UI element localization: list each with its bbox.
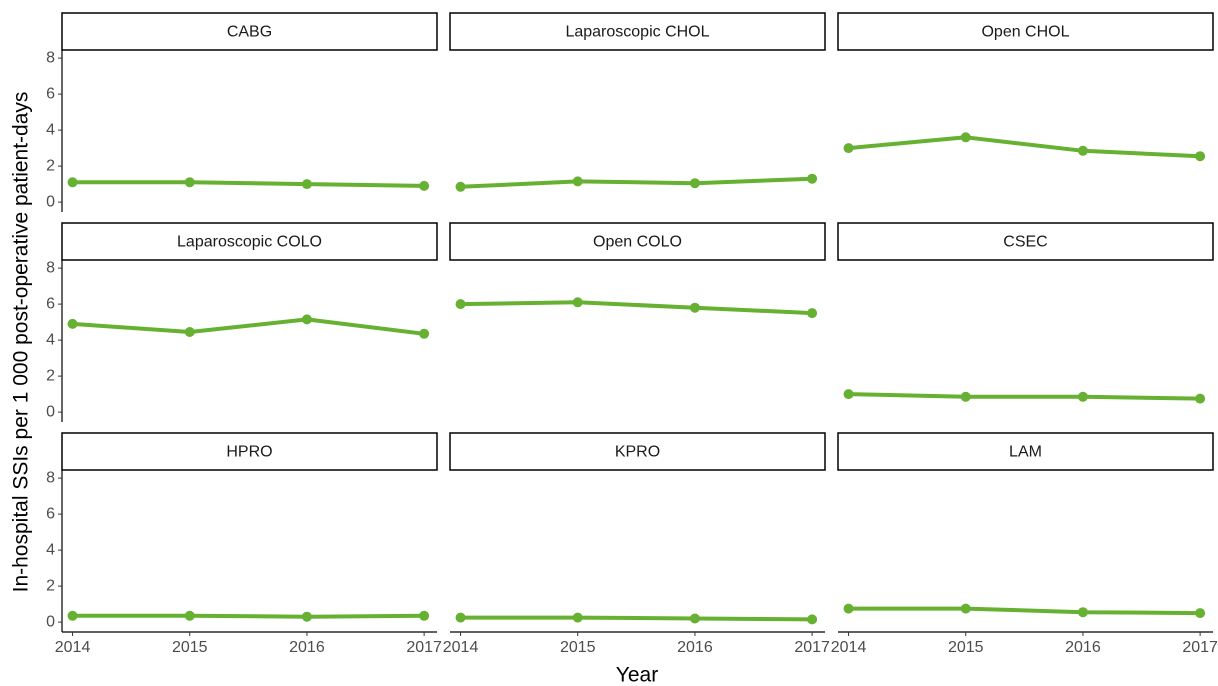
strip-label: CSEC <box>1003 234 1047 251</box>
y-tick-label: 0 <box>46 193 55 210</box>
data-point <box>572 176 583 187</box>
y-tick-label: 2 <box>46 367 55 384</box>
strip <box>449 12 826 51</box>
data-point <box>1077 607 1088 618</box>
y-tick-label: 2 <box>46 577 55 594</box>
strip-label: Open COLO <box>593 234 682 251</box>
series-line <box>460 615 813 622</box>
y-tick-label: 4 <box>46 541 55 558</box>
strip-label: HPRO <box>226 444 272 461</box>
strip <box>837 432 1214 471</box>
y-tick-label: 6 <box>46 295 55 312</box>
x-tick-label: 2017 <box>794 639 830 656</box>
series-line <box>72 180 425 188</box>
data-point <box>301 611 312 622</box>
data-point <box>807 614 818 625</box>
data-point <box>301 179 312 190</box>
data-point <box>67 610 78 621</box>
data-point <box>843 143 854 154</box>
x-tick-label: 2015 <box>948 639 984 656</box>
series-line <box>72 317 425 336</box>
x-tick-label: 2016 <box>1065 639 1101 656</box>
y-tick-label: 8 <box>46 49 55 66</box>
y-tick-label: 0 <box>46 613 55 630</box>
data-point <box>419 328 430 339</box>
data-point <box>67 177 78 188</box>
data-point <box>843 603 854 614</box>
x-tick-label: 2016 <box>677 639 713 656</box>
y-tick-label: 2 <box>46 157 55 174</box>
series-line <box>460 176 813 189</box>
series-line <box>848 606 1201 616</box>
y-tick-label: 6 <box>46 505 55 522</box>
strip-label: KPRO <box>615 444 660 461</box>
data-point <box>1195 151 1206 162</box>
data-point <box>572 297 583 308</box>
y-tick-label: 4 <box>46 121 55 138</box>
strip-label: LAM <box>1009 444 1042 461</box>
y-tick-label: 8 <box>46 469 55 486</box>
strip <box>837 222 1214 261</box>
strip <box>837 12 1214 51</box>
y-axis-label: In-hospital SSIs per 1 000 post-operativ… <box>10 92 33 593</box>
y-tick-label: 4 <box>46 331 55 348</box>
data-point <box>1077 145 1088 156</box>
data-point <box>572 612 583 623</box>
strip <box>449 222 826 261</box>
data-point <box>67 318 78 329</box>
data-point <box>689 178 700 189</box>
series-line <box>848 135 1201 159</box>
x-tick-label: 2014 <box>443 639 479 656</box>
data-point <box>960 132 971 143</box>
series-line <box>460 300 813 316</box>
x-tick-label: 2014 <box>831 639 867 656</box>
data-point <box>184 327 195 337</box>
data-point <box>455 181 466 192</box>
data-point <box>843 389 854 400</box>
data-point <box>689 613 700 624</box>
data-point <box>807 308 818 319</box>
strip-label: Open CHOL <box>981 24 1069 41</box>
data-point <box>807 173 818 184</box>
data-point <box>1195 393 1206 404</box>
y-tick-label: 8 <box>46 259 55 276</box>
strip <box>61 12 438 51</box>
strip <box>61 222 438 261</box>
strip-label: CABG <box>227 24 272 41</box>
series-line <box>848 392 1201 401</box>
x-tick-label: 2017 <box>1182 639 1218 656</box>
data-point <box>419 180 430 191</box>
x-tick-label: 2015 <box>560 639 596 656</box>
strip-label: Laparoscopic COLO <box>177 234 322 251</box>
data-point <box>960 603 971 614</box>
data-point <box>419 610 430 621</box>
data-point <box>455 612 466 623</box>
strip <box>61 432 438 471</box>
data-point <box>1077 391 1088 402</box>
series-line <box>72 613 425 619</box>
y-tick-label: 0 <box>46 403 55 420</box>
data-point <box>301 314 312 325</box>
y-tick-label: 6 <box>46 85 55 102</box>
x-tick-label: 2017 <box>406 639 442 656</box>
data-point <box>960 391 971 402</box>
x-tick-label: 2015 <box>172 639 208 656</box>
data-point <box>455 299 466 310</box>
data-point <box>184 610 195 621</box>
data-point <box>689 302 700 313</box>
x-tick-label: 2014 <box>55 639 91 656</box>
strip <box>449 432 826 471</box>
data-point <box>1195 608 1206 619</box>
x-tick-label: 2016 <box>289 639 325 656</box>
data-point <box>184 177 195 188</box>
x-axis-label: Year <box>616 664 658 686</box>
strip-label: Laparoscopic CHOL <box>565 24 709 41</box>
